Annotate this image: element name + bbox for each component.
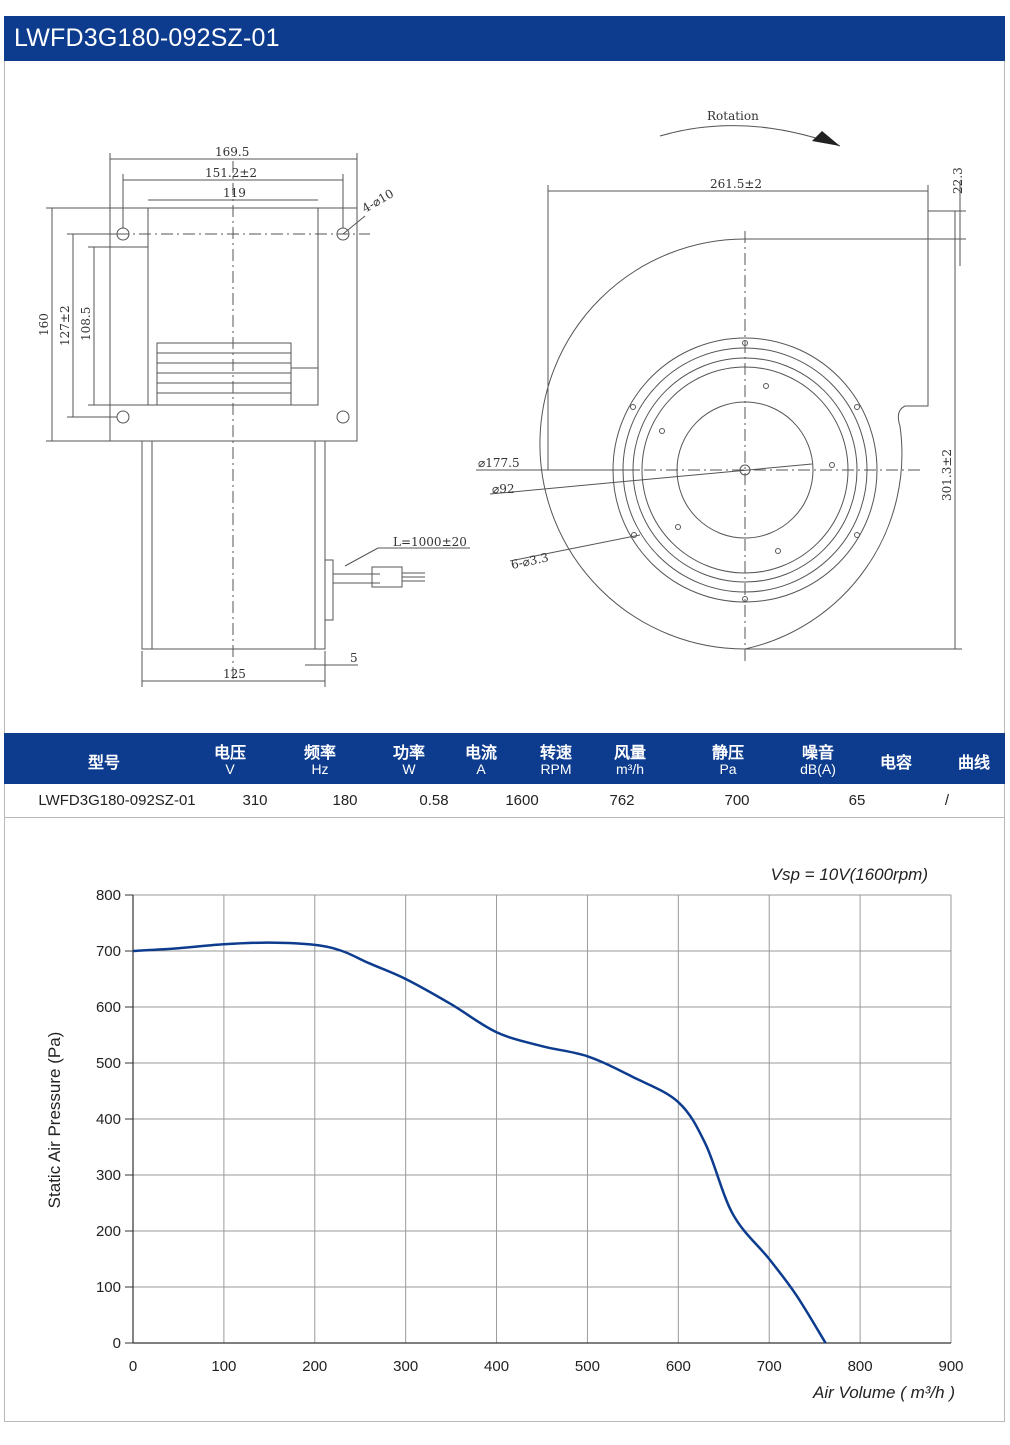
chart-annotation: Vsp = 10V(1600rpm) bbox=[771, 865, 928, 884]
dim-127: 127±2 bbox=[58, 305, 72, 346]
x-tick-label: 100 bbox=[211, 1358, 236, 1375]
x-tick-label: 600 bbox=[666, 1358, 691, 1375]
header-capacitor: 电容 bbox=[879, 753, 912, 772]
scroll-housing bbox=[539, 238, 929, 650]
x-tick-label: 0 bbox=[129, 1358, 137, 1375]
dim-169-5: 169.5 bbox=[215, 145, 249, 159]
dim-108-5: 108.5 bbox=[79, 307, 93, 341]
y-tick-label: 800 bbox=[96, 887, 121, 904]
cell-frequency: 180 bbox=[332, 792, 358, 809]
header-power: 功率 W bbox=[392, 743, 425, 777]
dim-160: 160 bbox=[37, 313, 51, 336]
header-voltage: 电压 V bbox=[213, 743, 246, 777]
cell-pressure: 700 bbox=[724, 792, 750, 809]
y-tick-label: 700 bbox=[96, 943, 121, 960]
header-model: 型号 bbox=[87, 753, 120, 772]
impeller-blades bbox=[156, 342, 292, 406]
cell-noise: 65 bbox=[848, 792, 866, 809]
y-tick-label: 0 bbox=[113, 1335, 121, 1352]
technical-drawing: Rotation 169.5 151.2±2 119 4-⌀10 160 127… bbox=[0, 61, 1010, 733]
mount-hole bbox=[336, 410, 350, 424]
x-tick-label: 900 bbox=[938, 1358, 963, 1375]
x-tick-label: 300 bbox=[393, 1358, 418, 1375]
y-tick-label: 600 bbox=[96, 999, 121, 1016]
cell-speed: 1600 bbox=[505, 792, 539, 809]
cell-airflow: 762 bbox=[609, 792, 635, 809]
cell-power: 0.58 bbox=[419, 792, 449, 809]
dim-151-2: 151.2±2 bbox=[205, 166, 257, 180]
y-axis-label: Static Air Pressure (Pa) bbox=[45, 1032, 64, 1209]
spec-table-row: LWFD3G180-092SZ-01 310 180 0.58 1600 762… bbox=[4, 784, 1005, 818]
dim-261-5: 261.5±2 bbox=[710, 177, 762, 191]
performance-chart: 0 100 200 300 400 500 600 700 800 900 0 100 200 300 40… bbox=[0, 830, 1010, 1410]
header-noise: 噪音 dB(A) bbox=[800, 743, 836, 777]
drawing-svg: Rotation 169.5 151.2±2 119 4-⌀10 160 127… bbox=[37, 109, 966, 687]
dim-177-5: ⌀177.5 bbox=[478, 456, 520, 470]
header-frequency: 频率 Hz bbox=[303, 743, 336, 777]
dim-301-3: 301.3±2 bbox=[940, 449, 954, 501]
product-title: LWFD3G180-092SZ-01 bbox=[4, 16, 1005, 61]
x-tick-label: 400 bbox=[484, 1358, 509, 1375]
dim-119: 119 bbox=[223, 186, 246, 200]
header-speed: 转速 RPM bbox=[539, 743, 572, 777]
dim-cable-length: L=1000±20 bbox=[393, 535, 467, 549]
header-curve: 曲线 bbox=[957, 753, 990, 772]
dim-holes: 4-⌀10 bbox=[360, 186, 397, 215]
pressure-curve bbox=[132, 941, 827, 1344]
y-tick-label: 400 bbox=[96, 1111, 121, 1128]
dim-22-3: 22.3 bbox=[951, 167, 965, 194]
spec-table-header: 型号 电压 V 频率 Hz 功率 W 电流 A 转速 RPM 风量 m³/h 静压 Pa 噪音… bbox=[4, 733, 1005, 784]
x-tick-label: 200 bbox=[302, 1358, 327, 1375]
mount-hole bbox=[116, 410, 130, 424]
cell-curve: / bbox=[944, 792, 950, 809]
dim-125: 125 bbox=[223, 667, 246, 681]
y-tick-label: 500 bbox=[96, 1055, 121, 1072]
dim-92: ⌀92 bbox=[492, 482, 515, 496]
header-pressure: 静压 Pa bbox=[711, 743, 744, 777]
chart-svg: 0 100 200 300 400 500 600 700 800 900 0 100 200 300 40… bbox=[45, 865, 964, 1402]
x-axis-label: Air Volume ( m³/h ) bbox=[812, 1383, 955, 1402]
dim-6-3-3: 6-⌀3.3 bbox=[510, 550, 550, 572]
cell-voltage: 310 bbox=[242, 792, 268, 809]
y-tick-label: 300 bbox=[96, 1167, 121, 1184]
y-tick-label: 200 bbox=[96, 1223, 121, 1240]
header-airflow: 风量 m³/h bbox=[613, 743, 646, 777]
y-tick-label: 100 bbox=[96, 1279, 121, 1296]
x-tick-label: 500 bbox=[575, 1358, 600, 1375]
cell-model: LWFD3G180-092SZ-01 bbox=[38, 792, 196, 809]
dim-5: 5 bbox=[350, 651, 358, 665]
x-tick-label: 700 bbox=[757, 1358, 782, 1375]
header-current: 电流 A bbox=[464, 743, 497, 777]
x-tick-label: 800 bbox=[848, 1358, 873, 1375]
rotation-label: Rotation bbox=[707, 109, 759, 123]
